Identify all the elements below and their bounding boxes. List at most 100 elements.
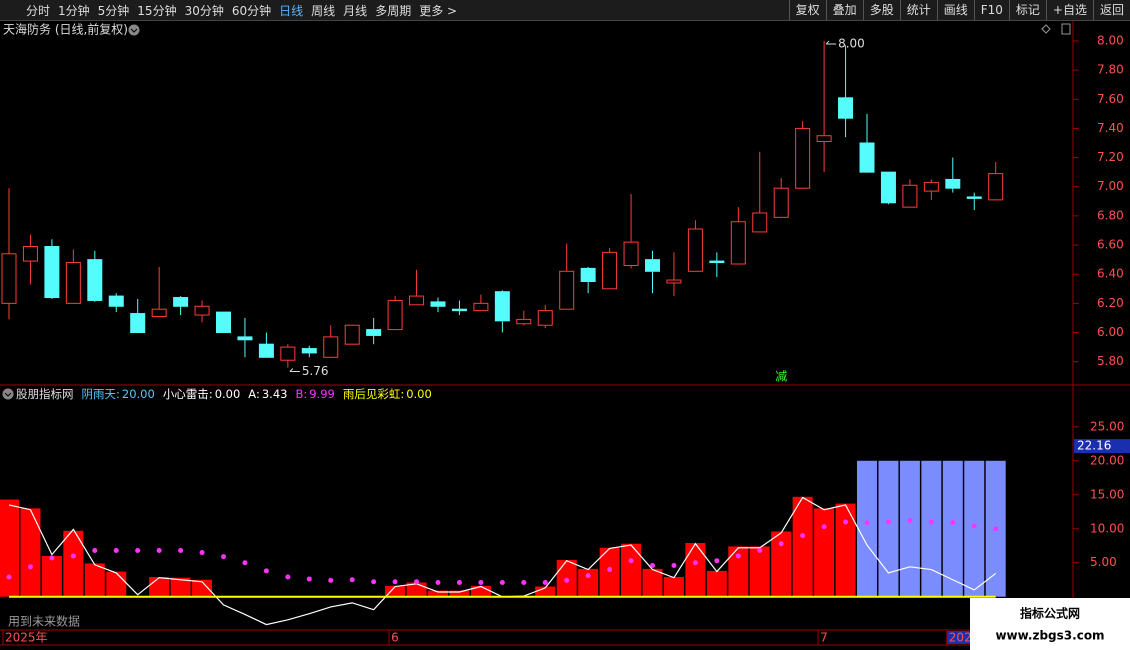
indicator-bar (170, 577, 191, 597)
candle-body (966, 196, 982, 199)
indicator-dot (349, 577, 355, 583)
indicator-dot (6, 574, 12, 580)
signal-label: 减 (775, 370, 787, 384)
tool-button[interactable]: 返回 (1092, 0, 1130, 20)
indicator-bar (942, 460, 963, 597)
candle-body (194, 305, 210, 316)
tool-button[interactable]: 画线 (936, 0, 974, 20)
period-tab[interactable]: 多周期 (375, 3, 412, 18)
period-tab[interactable]: 周线 (311, 3, 336, 18)
indicator-dot (456, 579, 462, 585)
annotation-arrow (825, 40, 837, 45)
x-tick-label: 7 (820, 631, 828, 645)
indicator-dot (714, 558, 720, 564)
legend-value: 0.00 (406, 387, 432, 401)
y-tick-label: 6.80 (1097, 208, 1124, 222)
indicator-dot (156, 548, 162, 554)
candle-body (859, 142, 875, 173)
y-tick-label: 6.40 (1097, 267, 1124, 281)
tool-button[interactable]: 叠加 (825, 0, 863, 20)
menu-icon[interactable] (128, 24, 140, 36)
indicator-dot (692, 560, 698, 566)
candle-body (366, 329, 382, 336)
candle-body (65, 262, 81, 304)
period-tab[interactable]: 分时 (26, 3, 51, 18)
y-tick-label: 6.60 (1097, 238, 1124, 252)
y-tick-label: 7.20 (1097, 150, 1124, 164)
indicator-dot (435, 579, 441, 585)
menu-icon[interactable] (2, 388, 14, 400)
indicator-bar (106, 571, 127, 597)
indicator-bar (63, 530, 84, 597)
legend-name: 雨后见彩虹 (343, 386, 404, 402)
indicator-bar (621, 543, 642, 597)
candle-body (216, 311, 231, 334)
indicator-bar (41, 555, 62, 597)
indicator-bar (385, 585, 406, 597)
annotation-label: 5.76 (302, 364, 329, 378)
indicator-bar (599, 547, 620, 597)
x-tick-label: 2025年 (5, 631, 48, 645)
candle-body (173, 297, 189, 307)
annotation-label: 8.00 (838, 36, 865, 50)
menu-icon-chevron (130, 28, 138, 33)
y-tick-label: 10.00 (1090, 521, 1124, 535)
indicator-dot (671, 562, 677, 568)
indicator-dot (650, 562, 655, 568)
tool-button[interactable]: 多股 (862, 0, 900, 20)
indicator-dot (221, 554, 226, 560)
y-tick-label: 20.00 (1090, 453, 1124, 467)
period-tab[interactable]: 1分钟 (58, 3, 90, 18)
period-tabs: 分时 1分钟 5分钟 15分钟 30分钟 60分钟 日线 周线 月线 多周期 更多 > (0, 2, 789, 19)
menu-icon-chevron (4, 392, 12, 397)
legend-value: 3.43 (261, 387, 288, 401)
indicator-dot (371, 579, 377, 585)
candle-body (602, 251, 618, 290)
legend-name: 小心雷击 (163, 386, 213, 402)
x-tick-label: 202 (949, 631, 972, 645)
period-tab[interactable]: 60分钟 (231, 3, 272, 18)
indicator-dot (306, 576, 312, 582)
indicator-bar (470, 585, 491, 597)
period-tab[interactable]: 15分钟 (137, 3, 177, 18)
indicator-dot (92, 548, 98, 554)
indicator-dot (328, 577, 334, 583)
tool-button[interactable]: 复权 (788, 0, 826, 20)
x-tick-label: 6 (391, 631, 399, 645)
y-tick-label: 6.00 (1097, 325, 1124, 339)
candle-body (709, 260, 725, 264)
candle-body (108, 295, 124, 307)
y-tick-label: 8.00 (1097, 33, 1124, 47)
candle-body (87, 259, 103, 301)
candle-body (687, 228, 703, 272)
legend-value: 20.00 (121, 387, 155, 401)
indicator-bar (84, 563, 105, 597)
candle-body (773, 187, 789, 218)
candle-body (902, 184, 918, 208)
tool-button[interactable]: 统计 (899, 0, 937, 20)
scroll-icon[interactable] (1061, 23, 1071, 35)
tool-button[interactable]: F10 (973, 0, 1009, 20)
legend-value: 9.99 (309, 387, 335, 401)
candle-body (451, 308, 467, 312)
tool-buttons: 复权 叠加 多股 统计 画线 F10 标记 +自选 返回 (788, 0, 1130, 20)
indicator-bar (857, 460, 877, 597)
tool-button[interactable]: +自选 (1045, 0, 1093, 20)
period-tab[interactable]: 30分钟 (184, 3, 224, 18)
indicator-dot (993, 526, 999, 532)
indicator-dot (778, 541, 784, 547)
tool-button[interactable]: 标记 (1008, 0, 1046, 20)
legend-name: B (295, 387, 307, 401)
diamond-icon[interactable] (1041, 24, 1051, 34)
indicator-bar (663, 577, 684, 597)
candle-body (645, 259, 660, 272)
y-tick-label: 7.80 (1097, 63, 1124, 77)
watermark-bg (970, 598, 1130, 650)
indicator-dot (928, 519, 934, 525)
period-tab[interactable]: 更多 > (419, 3, 458, 18)
period-tab[interactable]: 日线 (279, 3, 304, 18)
indicator-bar (192, 579, 213, 597)
period-tab[interactable]: 5分钟 (97, 3, 130, 18)
period-tab[interactable]: 月线 (343, 3, 368, 18)
